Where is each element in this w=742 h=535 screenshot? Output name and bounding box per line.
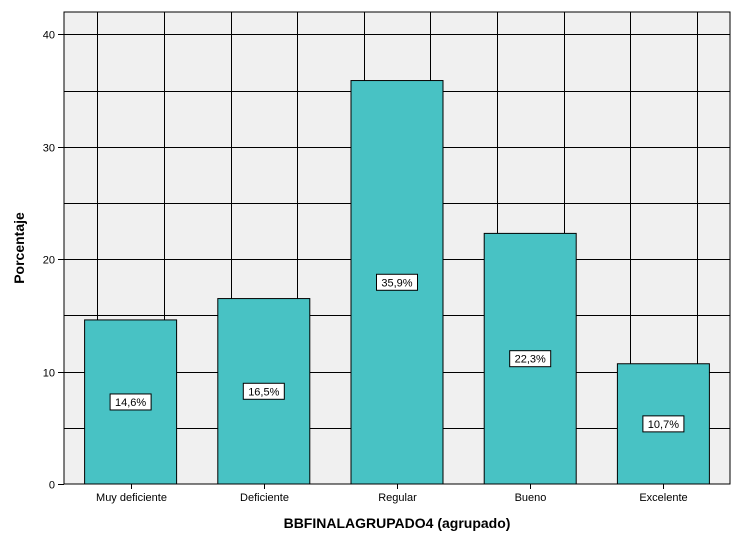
data-label-text: 10,7% (648, 419, 679, 431)
data-label: 10,7% (642, 415, 685, 433)
data-label-text: 14,6% (115, 397, 146, 409)
x-tick-label: Regular (378, 492, 417, 504)
x-tick-label: Bueno (515, 492, 547, 504)
y-tick-label: 10 (43, 368, 55, 380)
x-tick-label: Excelente (639, 492, 687, 504)
data-label: 16,5% (242, 382, 285, 400)
data-label-box (509, 350, 552, 368)
axes: 0 10 20 30 40 Muy deficiente Deficiente Regular… (43, 30, 688, 505)
y-tick-label: 30 (43, 143, 55, 155)
x-axis-title: BBFINALAGRUPADO4 (agrupado) (284, 515, 511, 531)
y-tick-label: 20 (43, 255, 55, 267)
data-labels: 14,6% 16,5% 35,9% 22,3% 10,7% (109, 273, 685, 433)
data-label-box (642, 415, 685, 433)
data-label-box (376, 273, 418, 291)
data-label-text: 22,3% (515, 354, 546, 366)
data-label-box (109, 393, 152, 411)
y-tick-label: 0 (49, 480, 55, 492)
y-tick-label: 40 (43, 30, 55, 42)
data-label: 14,6% (109, 393, 152, 411)
y-axis-title: Porcentaje (11, 212, 27, 284)
x-tick-label: Muy deficiente (96, 492, 167, 504)
x-tick-label: Deficiente (240, 492, 289, 504)
data-label-text: 16,5% (248, 386, 279, 398)
data-label-text: 35,9% (381, 277, 412, 289)
data-label: 35,9% (376, 273, 418, 291)
data-label: 22,3% (509, 350, 552, 368)
data-label-box (242, 382, 285, 400)
